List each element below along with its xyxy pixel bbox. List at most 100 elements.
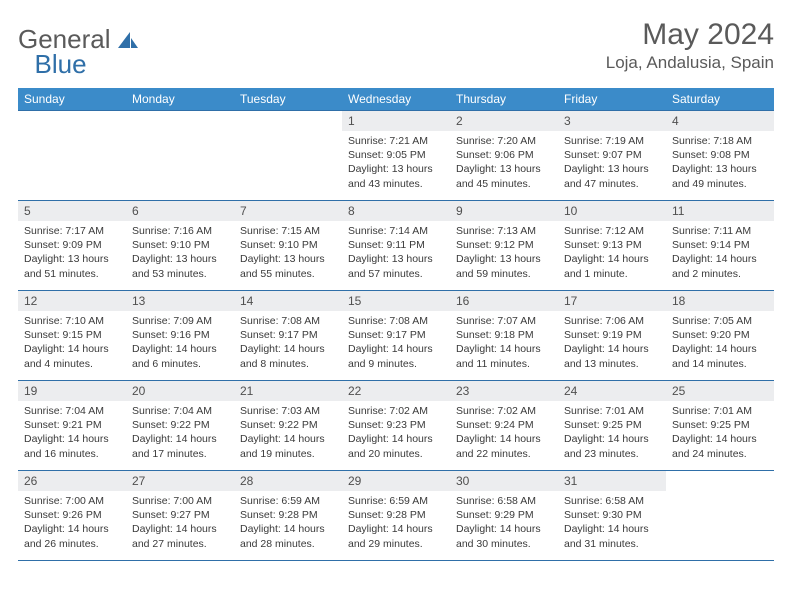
day-number: 30 bbox=[450, 471, 558, 491]
calendar-day-cell: 23Sunrise: 7:02 AMSunset: 9:24 PMDayligh… bbox=[450, 381, 558, 471]
day-info: Sunrise: 6:59 AMSunset: 9:28 PMDaylight:… bbox=[342, 491, 450, 555]
calendar-day-cell: 9Sunrise: 7:13 AMSunset: 9:12 PMDaylight… bbox=[450, 201, 558, 291]
calendar-day-cell: 14Sunrise: 7:08 AMSunset: 9:17 PMDayligh… bbox=[234, 291, 342, 381]
sunrise-text: Sunrise: 6:59 AM bbox=[348, 494, 444, 508]
logo-sail-icon bbox=[116, 30, 140, 50]
daylight-text: Daylight: 14 hours bbox=[24, 522, 120, 536]
sunrise-text: Sunrise: 7:08 AM bbox=[240, 314, 336, 328]
calendar-day-cell: 15Sunrise: 7:08 AMSunset: 9:17 PMDayligh… bbox=[342, 291, 450, 381]
calendar-week-row: 26Sunrise: 7:00 AMSunset: 9:26 PMDayligh… bbox=[18, 471, 774, 561]
day-info: Sunrise: 7:17 AMSunset: 9:09 PMDaylight:… bbox=[18, 221, 126, 285]
day-info: Sunrise: 7:14 AMSunset: 9:11 PMDaylight:… bbox=[342, 221, 450, 285]
sunrise-text: Sunrise: 7:14 AM bbox=[348, 224, 444, 238]
calendar-day-cell: 25Sunrise: 7:01 AMSunset: 9:25 PMDayligh… bbox=[666, 381, 774, 471]
daylight-text: and 30 minutes. bbox=[456, 537, 552, 551]
sunrise-text: Sunrise: 7:09 AM bbox=[132, 314, 228, 328]
sunset-text: Sunset: 9:27 PM bbox=[132, 508, 228, 522]
daylight-text: and 59 minutes. bbox=[456, 267, 552, 281]
daylight-text: and 19 minutes. bbox=[240, 447, 336, 461]
day-number: 26 bbox=[18, 471, 126, 491]
day-number: 4 bbox=[666, 111, 774, 131]
day-number: 25 bbox=[666, 381, 774, 401]
day-number: 24 bbox=[558, 381, 666, 401]
sunset-text: Sunset: 9:24 PM bbox=[456, 418, 552, 432]
sunset-text: Sunset: 9:29 PM bbox=[456, 508, 552, 522]
sunset-text: Sunset: 9:07 PM bbox=[564, 148, 660, 162]
sunrise-text: Sunrise: 7:17 AM bbox=[24, 224, 120, 238]
sunset-text: Sunset: 9:09 PM bbox=[24, 238, 120, 252]
sunrise-text: Sunrise: 7:04 AM bbox=[132, 404, 228, 418]
day-info: Sunrise: 7:00 AMSunset: 9:27 PMDaylight:… bbox=[126, 491, 234, 555]
daylight-text: and 31 minutes. bbox=[564, 537, 660, 551]
day-number: 15 bbox=[342, 291, 450, 311]
weekday-header: Monday bbox=[126, 88, 234, 111]
sunset-text: Sunset: 9:12 PM bbox=[456, 238, 552, 252]
daylight-text: and 1 minute. bbox=[564, 267, 660, 281]
day-number: 16 bbox=[450, 291, 558, 311]
location-subtitle: Loja, Andalusia, Spain bbox=[606, 53, 774, 73]
sunset-text: Sunset: 9:19 PM bbox=[564, 328, 660, 342]
sunrise-text: Sunrise: 7:02 AM bbox=[348, 404, 444, 418]
weekday-header: Wednesday bbox=[342, 88, 450, 111]
calendar-day-cell: 26Sunrise: 7:00 AMSunset: 9:26 PMDayligh… bbox=[18, 471, 126, 561]
sunrise-text: Sunrise: 7:00 AM bbox=[132, 494, 228, 508]
daylight-text: Daylight: 14 hours bbox=[348, 522, 444, 536]
day-info: Sunrise: 7:04 AMSunset: 9:21 PMDaylight:… bbox=[18, 401, 126, 465]
daylight-text: Daylight: 13 hours bbox=[348, 162, 444, 176]
day-info: Sunrise: 7:01 AMSunset: 9:25 PMDaylight:… bbox=[558, 401, 666, 465]
sunrise-text: Sunrise: 7:03 AM bbox=[240, 404, 336, 418]
sunrise-text: Sunrise: 7:15 AM bbox=[240, 224, 336, 238]
sunrise-text: Sunrise: 7:21 AM bbox=[348, 134, 444, 148]
sunrise-text: Sunrise: 7:11 AM bbox=[672, 224, 768, 238]
calendar-day-cell: 31Sunrise: 6:58 AMSunset: 9:30 PMDayligh… bbox=[558, 471, 666, 561]
sunset-text: Sunset: 9:10 PM bbox=[240, 238, 336, 252]
daylight-text: Daylight: 14 hours bbox=[24, 342, 120, 356]
calendar-day-cell: 11Sunrise: 7:11 AMSunset: 9:14 PMDayligh… bbox=[666, 201, 774, 291]
calendar-day-cell: 1 Sunrise: 7:21 AMSunset: 9:05 PMDaylight… bbox=[342, 111, 450, 201]
daylight-text: Daylight: 14 hours bbox=[132, 342, 228, 356]
daylight-text: Daylight: 13 hours bbox=[564, 162, 660, 176]
day-number: 28 bbox=[234, 471, 342, 491]
calendar-week-row: 12Sunrise: 7:10 AMSunset: 9:15 PMDayligh… bbox=[18, 291, 774, 381]
sunset-text: Sunset: 9:17 PM bbox=[348, 328, 444, 342]
daylight-text: and 57 minutes. bbox=[348, 267, 444, 281]
sunset-text: Sunset: 9:05 PM bbox=[348, 148, 444, 162]
calendar-day-cell: 30Sunrise: 6:58 AMSunset: 9:29 PMDayligh… bbox=[450, 471, 558, 561]
weekday-header: Friday bbox=[558, 88, 666, 111]
sunrise-text: Sunrise: 6:59 AM bbox=[240, 494, 336, 508]
day-number: 13 bbox=[126, 291, 234, 311]
calendar-day-cell: 13Sunrise: 7:09 AMSunset: 9:16 PMDayligh… bbox=[126, 291, 234, 381]
sunrise-text: Sunrise: 7:02 AM bbox=[456, 404, 552, 418]
daylight-text: and 28 minutes. bbox=[240, 537, 336, 551]
sunrise-text: Sunrise: 7:08 AM bbox=[348, 314, 444, 328]
day-info: Sunrise: 6:58 AMSunset: 9:30 PMDaylight:… bbox=[558, 491, 666, 555]
daylight-text: Daylight: 14 hours bbox=[132, 522, 228, 536]
daylight-text: and 27 minutes. bbox=[132, 537, 228, 551]
sunset-text: Sunset: 9:22 PM bbox=[132, 418, 228, 432]
daylight-text: and 17 minutes. bbox=[132, 447, 228, 461]
day-number: 21 bbox=[234, 381, 342, 401]
calendar-day-cell: 17Sunrise: 7:06 AMSunset: 9:19 PMDayligh… bbox=[558, 291, 666, 381]
daylight-text: and 9 minutes. bbox=[348, 357, 444, 371]
calendar-day-cell: 28Sunrise: 6:59 AMSunset: 9:28 PMDayligh… bbox=[234, 471, 342, 561]
calendar-day-cell: 27Sunrise: 7:00 AMSunset: 9:27 PMDayligh… bbox=[126, 471, 234, 561]
day-info: Sunrise: 7:08 AMSunset: 9:17 PMDaylight:… bbox=[234, 311, 342, 375]
day-info: Sunrise: 7:10 AMSunset: 9:15 PMDaylight:… bbox=[18, 311, 126, 375]
day-info: Sunrise: 7:18 AMSunset: 9:08 PMDaylight:… bbox=[666, 131, 774, 195]
day-number: 6 bbox=[126, 201, 234, 221]
sunset-text: Sunset: 9:28 PM bbox=[348, 508, 444, 522]
daylight-text: and 53 minutes. bbox=[132, 267, 228, 281]
day-info: Sunrise: 7:01 AMSunset: 9:25 PMDaylight:… bbox=[666, 401, 774, 465]
calendar-day-cell: 22Sunrise: 7:02 AMSunset: 9:23 PMDayligh… bbox=[342, 381, 450, 471]
daylight-text: and 11 minutes. bbox=[456, 357, 552, 371]
sunrise-text: Sunrise: 6:58 AM bbox=[564, 494, 660, 508]
day-number: 1 bbox=[342, 111, 450, 131]
day-number: 19 bbox=[18, 381, 126, 401]
daylight-text: Daylight: 14 hours bbox=[672, 342, 768, 356]
day-info: Sunrise: 6:59 AMSunset: 9:28 PMDaylight:… bbox=[234, 491, 342, 555]
sunset-text: Sunset: 9:08 PM bbox=[672, 148, 768, 162]
daylight-text: Daylight: 14 hours bbox=[240, 432, 336, 446]
sunrise-text: Sunrise: 7:00 AM bbox=[24, 494, 120, 508]
sunrise-text: Sunrise: 7:18 AM bbox=[672, 134, 768, 148]
calendar-day-cell: 16Sunrise: 7:07 AMSunset: 9:18 PMDayligh… bbox=[450, 291, 558, 381]
